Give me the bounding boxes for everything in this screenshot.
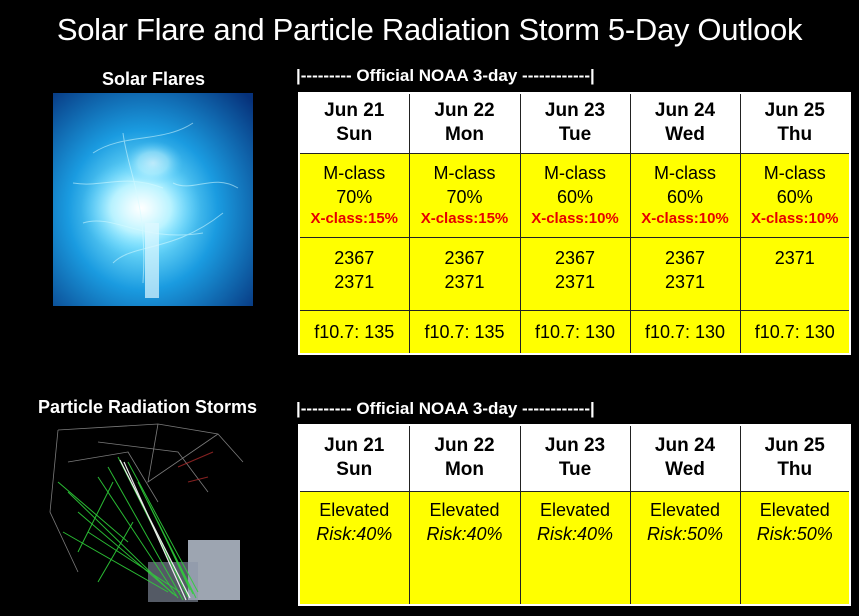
radiation-header-row: Jun 21 Sun Jun 22 Mon Jun 23 Tue Jun 24 Wed … bbox=[298, 424, 851, 492]
day-weekday: Thu bbox=[777, 124, 813, 146]
flare-probability-cell: M-class 70% X-class:15% bbox=[298, 152, 410, 238]
radiation-day-header: Jun 24 Wed bbox=[629, 424, 741, 492]
m-class-label: M-class bbox=[544, 163, 606, 183]
flares-flux-row: f10.7: 135 f10.7: 135 f10.7: 130 f10.7: … bbox=[298, 309, 851, 355]
flares-forecast-period-label: |--------- Official NOAA 3-day ---------… bbox=[296, 66, 595, 85]
active-region-cell: 2371 bbox=[739, 236, 851, 311]
f107-flux-cell: f10.7: 130 bbox=[519, 309, 631, 355]
storm-risk: Risk:40% bbox=[316, 523, 393, 544]
flares-outlook-table: Jun 21 Sun Jun 22 Mon Jun 23 Tue Jun 24 Wed … bbox=[298, 92, 851, 355]
radiation-outlook-table: Jun 21 Sun Jun 22 Mon Jun 23 Tue Jun 24 Wed … bbox=[298, 424, 851, 606]
solar-flare-image bbox=[53, 93, 253, 306]
storm-level: Elevated bbox=[539, 499, 611, 520]
region-number: 2367 bbox=[664, 247, 706, 268]
region-number: 2367 bbox=[444, 247, 485, 268]
m-class-label: M-class bbox=[433, 163, 496, 183]
solar-flares-label: Solar Flares bbox=[102, 69, 206, 89]
day-date: Jun 25 bbox=[764, 435, 825, 457]
flare-probability-cell: M-class 60% X-class:10% bbox=[519, 152, 631, 238]
flare-probability-cell: M-class 60% X-class:10% bbox=[629, 152, 741, 238]
storm-risk: Risk:50% bbox=[646, 523, 724, 544]
day-date: Jun 22 bbox=[434, 100, 495, 122]
radiation-risk-cell: Elevated Risk:40% bbox=[408, 490, 521, 606]
m-class-probability: 60% bbox=[666, 187, 704, 207]
radiation-risk-cell: Elevated Risk:50% bbox=[629, 490, 741, 606]
x-class-probability: X-class:15% bbox=[310, 210, 399, 227]
storm-level: Elevated bbox=[649, 499, 721, 520]
day-weekday: Mon bbox=[444, 459, 485, 481]
storm-level: Elevated bbox=[429, 499, 500, 520]
page-title: Solar Flare and Particle Radiation Storm… bbox=[56, 12, 803, 47]
m-class-label: M-class bbox=[654, 163, 716, 183]
region-number: 2371 bbox=[774, 247, 815, 268]
f107-flux-cell: f10.7: 130 bbox=[739, 309, 851, 355]
radiation-day-header: Jun 25 Thu bbox=[739, 424, 851, 492]
day-date: Jun 21 bbox=[324, 435, 385, 457]
radiation-day-header: Jun 21 Sun bbox=[298, 424, 410, 492]
flares-day-header: Jun 22 Mon bbox=[408, 92, 521, 154]
x-class-probability: X-class:10% bbox=[641, 210, 729, 227]
f107-flux-cell: f10.7: 130 bbox=[629, 309, 741, 355]
region-number: 2367 bbox=[334, 247, 375, 268]
region-number: 2367 bbox=[554, 247, 596, 268]
day-weekday: Wed bbox=[665, 459, 705, 481]
radiation-day-header: Jun 22 Mon bbox=[408, 424, 521, 492]
region-number: 2371 bbox=[554, 271, 596, 292]
day-weekday: Tue bbox=[558, 124, 592, 146]
day-date: Jun 25 bbox=[764, 100, 825, 122]
x-class-probability: X-class:10% bbox=[750, 210, 839, 227]
radiation-risk-cell: Elevated Risk:40% bbox=[519, 490, 631, 606]
flare-probability-cell: M-class 70% X-class:15% bbox=[408, 152, 521, 238]
day-date: Jun 24 bbox=[654, 100, 716, 122]
day-weekday: Sun bbox=[336, 124, 373, 146]
radiation-risk-cell: Elevated Risk:40% bbox=[298, 490, 410, 606]
x-class-probability: X-class:15% bbox=[420, 210, 509, 227]
region-number: 2371 bbox=[444, 271, 485, 292]
storm-risk: Risk:40% bbox=[536, 523, 614, 544]
m-class-label: M-class bbox=[763, 163, 826, 183]
storm-level: Elevated bbox=[319, 499, 390, 520]
day-weekday: Sun bbox=[336, 459, 373, 481]
storm-level: Elevated bbox=[759, 499, 830, 520]
day-weekday: Tue bbox=[558, 459, 592, 481]
particle-radiation-image bbox=[38, 422, 260, 608]
day-date: Jun 23 bbox=[544, 435, 606, 457]
flares-day-header: Jun 23 Tue bbox=[519, 92, 631, 154]
active-region-cell: 2367 2371 bbox=[298, 236, 410, 311]
m-class-label: M-class bbox=[323, 163, 386, 183]
m-class-probability: 60% bbox=[556, 187, 594, 207]
m-class-probability: 70% bbox=[446, 187, 483, 207]
m-class-probability: 60% bbox=[776, 187, 813, 207]
day-weekday: Wed bbox=[665, 124, 705, 146]
day-weekday: Mon bbox=[444, 124, 485, 146]
region-number: 2371 bbox=[664, 271, 706, 292]
active-region-cell: 2367 2371 bbox=[519, 236, 631, 311]
particle-radiation-label: Particle Radiation Storms bbox=[38, 397, 258, 417]
radiation-risk-row: Elevated Risk:40% Elevated Risk:40% Elevat… bbox=[298, 490, 851, 606]
radiation-day-header: Jun 23 Tue bbox=[519, 424, 631, 492]
f107-flux-cell: f10.7: 135 bbox=[408, 309, 521, 355]
active-region-cell: 2367 2371 bbox=[408, 236, 521, 311]
radiation-forecast-period-label: |--------- Official NOAA 3-day ---------… bbox=[296, 399, 595, 418]
day-date: Jun 21 bbox=[324, 100, 385, 122]
x-class-probability: X-class:10% bbox=[531, 210, 619, 227]
day-weekday: Thu bbox=[777, 459, 813, 481]
flares-day-header: Jun 25 Thu bbox=[739, 92, 851, 154]
storm-risk: Risk:40% bbox=[426, 523, 503, 544]
flares-day-header: Jun 24 Wed bbox=[629, 92, 741, 154]
day-date: Jun 24 bbox=[654, 435, 716, 457]
flares-region-row: 2367 2371 2367 2371 2367 2371 2367 2371 2371 bbox=[298, 236, 851, 311]
m-class-probability: 70% bbox=[336, 187, 373, 207]
day-date: Jun 22 bbox=[434, 435, 495, 457]
f107-flux-cell: f10.7: 135 bbox=[298, 309, 410, 355]
flares-header-row: Jun 21 Sun Jun 22 Mon Jun 23 Tue Jun 24 Wed … bbox=[298, 92, 851, 154]
storm-risk: Risk:50% bbox=[756, 523, 833, 544]
flares-day-header: Jun 21 Sun bbox=[298, 92, 410, 154]
radiation-risk-cell: Elevated Risk:50% bbox=[739, 490, 851, 606]
flare-probability-cell: M-class 60% X-class:10% bbox=[739, 152, 851, 238]
flares-probability-row: M-class 70% X-class:15% M-class 70% X-class:… bbox=[298, 152, 851, 238]
day-date: Jun 23 bbox=[544, 100, 606, 122]
active-region-cell: 2367 2371 bbox=[629, 236, 741, 311]
region-number: 2371 bbox=[334, 271, 375, 292]
